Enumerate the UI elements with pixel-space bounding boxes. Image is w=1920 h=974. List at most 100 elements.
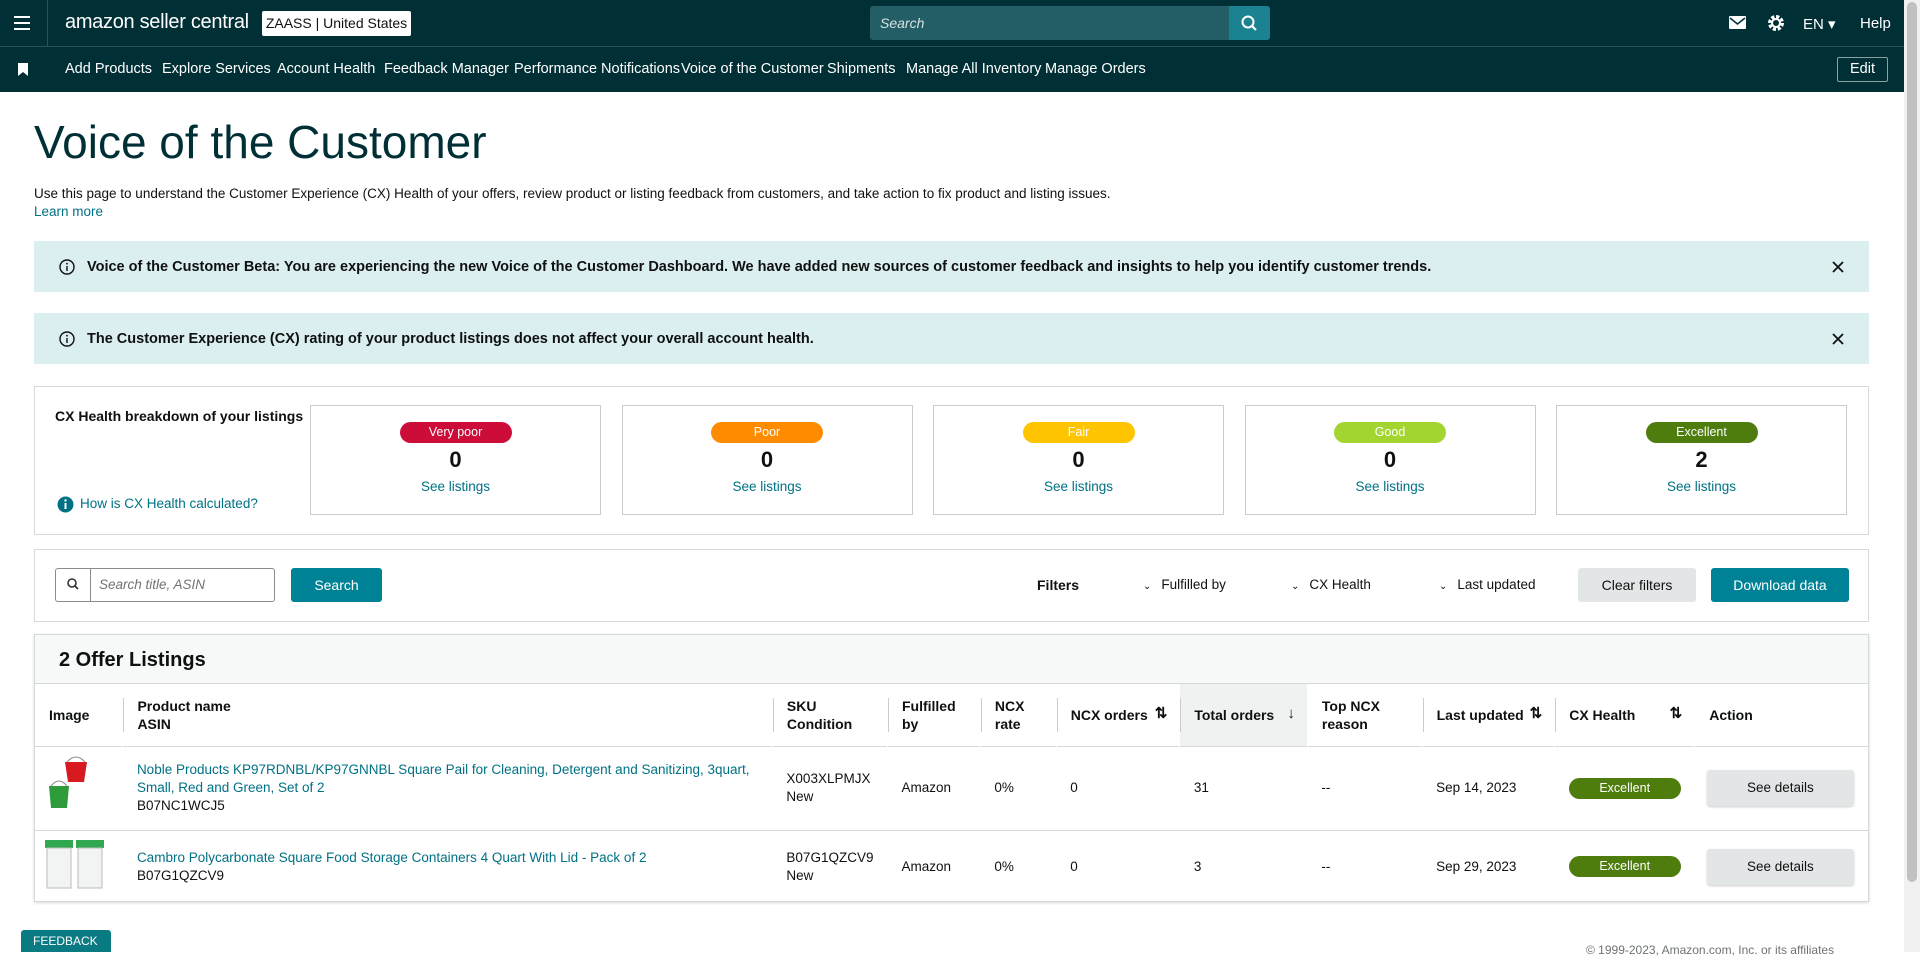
close-icon[interactable] xyxy=(1832,260,1844,273)
sort-icon: ⇅ xyxy=(1529,705,1543,722)
nav-item[interactable]: Performance Notifications xyxy=(514,61,681,77)
clear-filters-button[interactable]: Clear filters xyxy=(1578,568,1696,602)
see-details-button[interactable]: See details xyxy=(1706,848,1854,885)
filter-dropdown[interactable]: ⌄ Fulfilled by xyxy=(1143,577,1226,592)
alert-banner: The Customer Experience (CX) rating of y… xyxy=(34,313,1869,364)
download-button[interactable]: Download data xyxy=(1711,568,1849,602)
filter-dropdown[interactable]: ⌄ Last updated xyxy=(1439,577,1535,592)
column-title: Last updated xyxy=(1436,706,1524,723)
nav-item[interactable]: Shipments xyxy=(827,61,896,77)
store-selector[interactable]: ZAASS | United States xyxy=(262,11,411,36)
product-cell: Cambro Polycarbonate Square Food Storage… xyxy=(122,829,773,903)
page-description: Use this page to understand the Customer… xyxy=(34,186,1111,201)
listing-count: 2 xyxy=(1695,447,1708,472)
see-listings-link[interactable]: See listings xyxy=(1355,479,1425,494)
listing-search-input[interactable]: Search title, ASIN xyxy=(90,568,275,602)
header-row: Image Product name ASIN SKU Condition Fulfill… xyxy=(35,684,1868,746)
listing-count: 0 xyxy=(1072,447,1085,472)
filter-label: CX Health xyxy=(1309,577,1371,592)
action-cell: See details xyxy=(1694,829,1868,903)
language-selector[interactable]: EN ▾ xyxy=(1803,16,1836,33)
nav-item[interactable]: Account Health xyxy=(277,61,376,77)
column-header[interactable]: Last updated ⇅ xyxy=(1421,684,1555,746)
help-link[interactable]: Help xyxy=(1860,15,1891,32)
total-orders: 3 xyxy=(1179,829,1308,903)
search-input[interactable]: Search xyxy=(870,6,1229,40)
info-icon xyxy=(59,330,75,347)
listing-count: 0 xyxy=(449,447,462,472)
column-header[interactable]: Total orders ↓ xyxy=(1179,684,1308,746)
close-icon[interactable] xyxy=(1832,332,1844,345)
health-badge: Poor xyxy=(711,422,823,443)
learn-more-link[interactable]: Learn more xyxy=(34,204,104,219)
see-listings-link[interactable]: See listings xyxy=(1043,479,1114,494)
filters-label: Filters xyxy=(1037,577,1080,593)
cx-health-cell: Excellent xyxy=(1554,745,1695,830)
nav-item[interactable]: Add Products xyxy=(65,61,153,77)
settings-icon[interactable] xyxy=(1767,14,1785,32)
action-cell: See details xyxy=(1694,745,1868,830)
cx-health-panel: CX Health breakdown of your listings How… xyxy=(34,386,1869,535)
sort-icon: ⇅ xyxy=(1154,705,1168,722)
fulfilled-by: Amazon xyxy=(887,745,981,830)
ncx-orders: 0 xyxy=(1056,829,1180,903)
product-image xyxy=(49,756,87,808)
product-name-link[interactable]: Noble Products KP97RDNBL/KP97GNNBL Squar… xyxy=(136,762,750,795)
column-title: NCX rate xyxy=(994,697,1025,732)
column-divider xyxy=(772,698,774,732)
info-icon xyxy=(59,258,75,275)
top-ncx-reason: -- xyxy=(1307,745,1423,830)
see-details-button[interactable]: See details xyxy=(1706,770,1854,806)
feedback-tab[interactable]: FEEDBACK ✕ xyxy=(21,930,111,970)
product-name-link[interactable]: Cambro Polycarbonate Square Food Storage… xyxy=(136,849,647,865)
column-title: SKU xyxy=(786,697,817,714)
listing-count: 0 xyxy=(1383,447,1397,472)
cx-card: Good 0 See listings xyxy=(1244,405,1536,515)
column-header: Image xyxy=(35,684,123,746)
see-listings-link[interactable]: See listings xyxy=(1666,479,1737,494)
see-listings-link[interactable]: See listings xyxy=(732,479,802,494)
bookmark-icon[interactable] xyxy=(18,63,28,76)
health-badge: Fair xyxy=(1022,422,1135,443)
filter-dropdown[interactable]: ⌄ CX Health xyxy=(1291,577,1371,592)
column-title: NCX orders xyxy=(1070,706,1148,723)
column-header: Fulfilled by xyxy=(886,684,981,746)
condition: New xyxy=(786,789,814,804)
mail-icon[interactable] xyxy=(1729,16,1746,30)
cx-card: Poor 0 See listings xyxy=(621,405,913,515)
edit-button[interactable]: Edit xyxy=(1837,57,1888,82)
nav-item[interactable]: Manage All Inventory xyxy=(906,61,1042,77)
cx-card: Very poor 0 See listings xyxy=(310,405,601,515)
filter-bar: Search title, ASIN Search Filters Clear … xyxy=(34,549,1869,622)
nav-item[interactable]: Voice of the Customer xyxy=(681,61,824,77)
search-button[interactable]: Search xyxy=(291,568,382,602)
sku-cell: X003XLPMJX New xyxy=(772,745,888,830)
column-header: Top NCX reason xyxy=(1306,684,1423,746)
page-title: Voice of the Customer xyxy=(34,116,487,168)
scrollbar xyxy=(1904,0,1920,952)
nav-item[interactable]: Explore Services xyxy=(162,61,271,77)
sort-icon: ⇅ xyxy=(1669,705,1683,722)
condition: New xyxy=(786,867,814,883)
column-header: Product name ASIN xyxy=(122,684,773,746)
nav-item[interactable]: Manage Orders xyxy=(1045,61,1146,77)
image-cell xyxy=(35,829,123,903)
nav-item[interactable]: Feedback Manager xyxy=(384,61,509,77)
listings-table: Image Product name ASIN SKU Condition Fulfill… xyxy=(35,684,1868,903)
asin: B07NC1WCJ5 xyxy=(136,798,225,813)
logo[interactable]: amazon seller central xyxy=(65,11,249,33)
chevron: ⌄ xyxy=(1143,581,1152,592)
see-listings-link[interactable]: See listings xyxy=(420,479,491,494)
column-header: NCX rate xyxy=(979,684,1057,746)
health-badge: Good xyxy=(1334,422,1446,443)
column-header[interactable]: NCX orders ⇅ xyxy=(1055,684,1180,746)
menu-icon[interactable] xyxy=(14,14,32,32)
search-icon xyxy=(1241,15,1257,31)
column-title: Condition xyxy=(786,715,853,732)
search-button[interactable] xyxy=(1229,6,1270,40)
listing-row: Noble Products KP97RDNBL/KP97GNNBL Squar… xyxy=(35,745,1868,830)
column-header[interactable]: CX Health ⇅ xyxy=(1554,684,1695,746)
cx-health-help-link[interactable]: How is CX Health calculated? xyxy=(80,496,258,511)
cx-health-cell: Excellent xyxy=(1554,829,1695,903)
